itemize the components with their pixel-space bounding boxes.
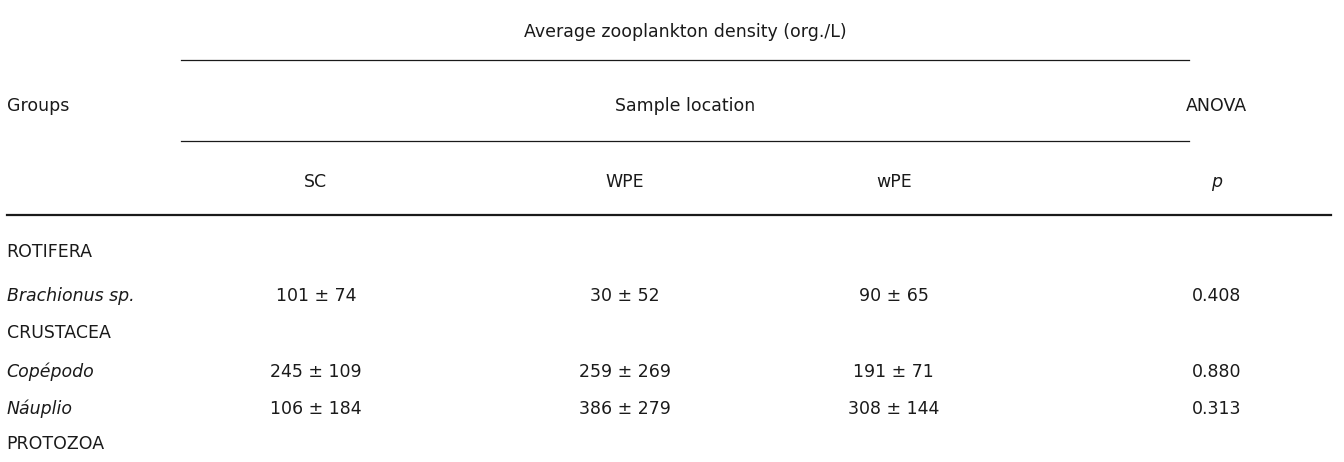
Text: ANOVA: ANOVA bbox=[1185, 97, 1247, 115]
Text: 30 ± 52: 30 ± 52 bbox=[590, 287, 660, 304]
Text: 0.408: 0.408 bbox=[1192, 287, 1241, 304]
Text: 308 ± 144: 308 ± 144 bbox=[848, 400, 939, 418]
Text: Náuplio: Náuplio bbox=[7, 400, 73, 418]
Text: 245 ± 109: 245 ± 109 bbox=[270, 363, 362, 381]
Text: 90 ± 65: 90 ± 65 bbox=[859, 287, 929, 304]
Text: 259 ± 269: 259 ± 269 bbox=[579, 363, 671, 381]
Text: WPE: WPE bbox=[606, 174, 644, 191]
Text: PROTOZOA: PROTOZOA bbox=[7, 435, 105, 452]
Text: Sample location: Sample location bbox=[616, 97, 755, 115]
Text: ROTIFERA: ROTIFERA bbox=[7, 243, 93, 261]
Text: 0.313: 0.313 bbox=[1192, 400, 1241, 418]
Text: Groups: Groups bbox=[7, 97, 69, 115]
Text: SC: SC bbox=[304, 174, 328, 191]
Text: 386 ± 279: 386 ± 279 bbox=[579, 400, 671, 418]
Text: Average zooplankton density (org./L): Average zooplankton density (org./L) bbox=[524, 24, 847, 41]
Text: 191 ± 71: 191 ± 71 bbox=[853, 363, 934, 381]
Text: p: p bbox=[1211, 174, 1222, 191]
Text: 0.880: 0.880 bbox=[1192, 363, 1241, 381]
Text: Copépodo: Copépodo bbox=[7, 363, 94, 381]
Text: CRUSTACEA: CRUSTACEA bbox=[7, 324, 110, 341]
Text: 101 ± 74: 101 ± 74 bbox=[276, 287, 356, 304]
Text: 106 ± 184: 106 ± 184 bbox=[270, 400, 362, 418]
Text: wPE: wPE bbox=[876, 174, 911, 191]
Text: Brachionus sp.: Brachionus sp. bbox=[7, 287, 134, 304]
